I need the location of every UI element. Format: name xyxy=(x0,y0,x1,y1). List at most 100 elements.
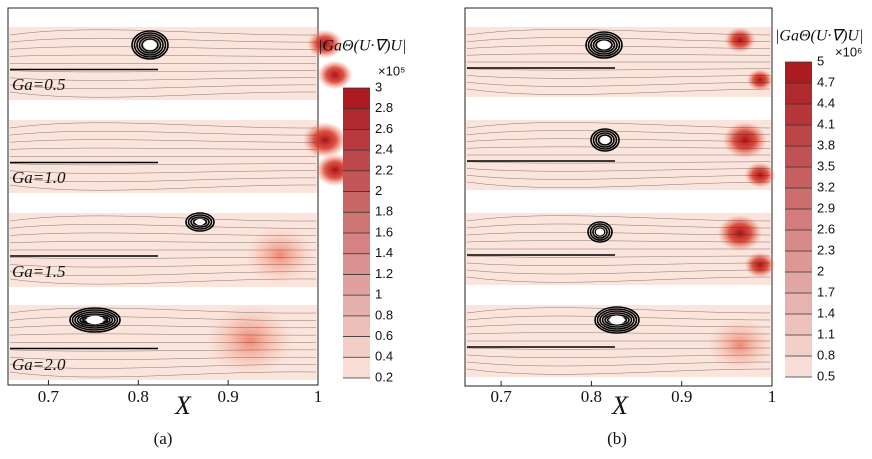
colorbar-tick-label: 2.4 xyxy=(375,142,393,157)
magnitude-blob xyxy=(303,122,347,158)
colorbar-tick-label: 5 xyxy=(817,53,824,68)
colorbar-band xyxy=(343,233,370,254)
colorbar-tick-label: 1.2 xyxy=(375,266,393,281)
colorbar-band xyxy=(785,314,812,335)
streamline xyxy=(466,324,771,328)
colorbar-tick-label: 4.7 xyxy=(817,74,835,89)
colorbar-band xyxy=(785,125,812,146)
streamline xyxy=(466,122,771,129)
vortex xyxy=(136,34,164,56)
x-tick-label: 0.7 xyxy=(38,387,60,406)
streamline xyxy=(9,77,317,81)
vortex xyxy=(138,36,162,54)
colorbar-band xyxy=(343,315,370,337)
colorbar-tick-label: 1.8 xyxy=(375,204,393,219)
streamline xyxy=(9,325,317,329)
panel-caption: (b) xyxy=(607,429,627,448)
vortex xyxy=(190,216,210,228)
magnitude-blob xyxy=(244,226,316,284)
vortex-core xyxy=(595,228,605,236)
colorbar-band xyxy=(785,230,812,251)
colorbar-tick-label: 0.5 xyxy=(817,368,835,383)
colorbar-band xyxy=(343,357,370,378)
magnitude-blob xyxy=(317,60,353,90)
magnitude-blob xyxy=(746,69,774,91)
colorbar-band xyxy=(343,150,370,171)
vortex xyxy=(590,35,618,55)
panel-label: Ga=1.0 xyxy=(12,168,66,187)
streamline xyxy=(466,368,771,375)
axis-frame xyxy=(7,7,319,386)
vortex xyxy=(589,223,611,241)
streamline xyxy=(466,68,771,71)
vortex xyxy=(185,212,215,232)
streamline xyxy=(466,269,771,275)
colorbar-tick-label: 0.6 xyxy=(375,328,393,343)
vortex xyxy=(587,33,621,57)
magnitude-blob xyxy=(744,252,776,278)
vortex xyxy=(595,132,615,148)
colorbar-tick-label: 2 xyxy=(817,263,824,278)
streamline xyxy=(9,170,317,174)
streamline xyxy=(9,264,317,268)
colorbar-band xyxy=(785,293,812,314)
x-tick-label: 0.9 xyxy=(218,387,239,406)
streamline xyxy=(9,356,317,360)
streamline xyxy=(466,161,771,164)
vortex xyxy=(595,39,613,51)
vortex xyxy=(587,221,613,243)
panel-label: Ga=0.5 xyxy=(12,75,66,94)
colorbar-tick-label: 0.8 xyxy=(817,347,835,362)
streamline xyxy=(466,175,771,180)
colorbar-band xyxy=(785,335,812,356)
colorbar-band xyxy=(343,274,370,296)
vortex xyxy=(71,309,119,331)
streamline xyxy=(9,163,317,166)
vortex xyxy=(74,311,116,329)
colorbar-band xyxy=(785,209,812,230)
x-tick-label: 0.8 xyxy=(128,387,149,406)
colorbar-band xyxy=(785,356,812,377)
colorbar-tick-label: 1.7 xyxy=(817,284,835,299)
colorbar-tick-label: 3.5 xyxy=(817,158,835,173)
magnitude-blob xyxy=(724,27,756,53)
streamline xyxy=(9,184,317,191)
panel-label: Ga=2.0 xyxy=(12,355,66,374)
streamline xyxy=(9,257,317,259)
colorbar-band xyxy=(343,295,370,316)
streamline xyxy=(9,84,317,89)
panel-caption: (a) xyxy=(154,429,173,448)
vortex xyxy=(585,31,623,59)
colorbar-tick-label: 3.8 xyxy=(817,137,835,152)
colorbar-tick-label: 1.4 xyxy=(375,245,393,260)
streamline xyxy=(9,122,317,129)
colorbar-band xyxy=(785,272,812,293)
streamline xyxy=(9,91,317,98)
vortex xyxy=(590,128,620,152)
axis-frame xyxy=(464,7,773,387)
vortex xyxy=(76,313,114,327)
streamline xyxy=(9,70,317,73)
streamline xyxy=(466,354,771,358)
colorbar-multiplier: ×10⁵ xyxy=(378,63,405,78)
colorbar-tick-label: 2.2 xyxy=(375,162,393,177)
magnitude-blob xyxy=(707,318,773,372)
streamline xyxy=(466,262,771,266)
vortex xyxy=(599,310,635,330)
vortex xyxy=(601,312,633,328)
vortex-core xyxy=(143,40,157,50)
colorbar-tick-label: 4.1 xyxy=(817,116,835,131)
colorbar-band xyxy=(785,104,812,125)
colorbar-band xyxy=(343,253,370,275)
vortex xyxy=(604,314,630,326)
vortex-core xyxy=(86,315,104,325)
colorbar-tick-label: 0.8 xyxy=(375,307,393,322)
streamline xyxy=(466,255,771,258)
magnitude-blob xyxy=(723,122,767,158)
x-tick-label: 0.7 xyxy=(490,387,512,406)
colorbar-band xyxy=(343,108,370,130)
vortex xyxy=(133,32,167,58)
streamline xyxy=(466,181,771,188)
x-tick-label: 0.8 xyxy=(581,387,602,406)
streamline xyxy=(9,232,317,236)
